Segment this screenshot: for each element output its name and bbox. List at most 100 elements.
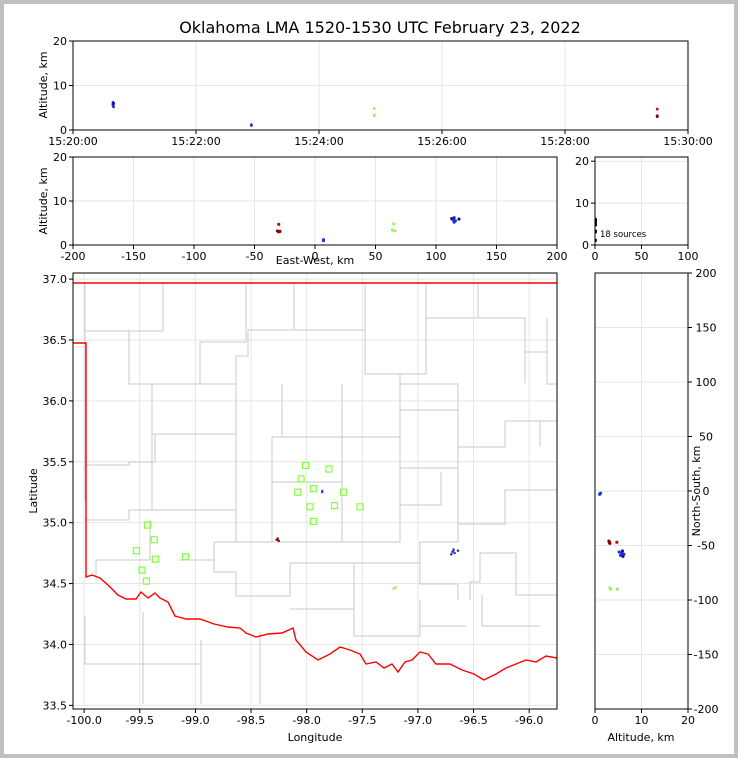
y-tick-label: 20 [53,151,67,164]
x-tick-label: -96.5 [459,714,487,727]
source-point [249,124,253,127]
station-marker [132,547,141,555]
source-point [456,549,460,552]
y-tick-label: 20 [575,155,589,168]
y-tick-label: 100 [696,376,717,389]
eastwest-altitude-ylabel: Altitude, km [37,167,50,234]
source-point [615,587,619,591]
county-boundary [399,283,526,410]
y-tick-label: -150 [694,649,719,662]
source-point [617,550,621,554]
x-tick-label: 0 [592,714,599,727]
x-tick-label: 15:26:00 [417,135,466,148]
map-panel: -100.0 -99.5 -99.0 -98.5 -98.0 -97.5 -97.0 -96.… [27,272,558,744]
altitude-northsouth-ylabel: North-South, km [690,446,703,537]
state-border [73,282,558,681]
source-point [393,229,397,233]
source-point [278,229,282,233]
county-boundary [214,472,442,543]
x-tick-label: 150 [486,250,507,263]
x-tick-label: -100.0 [66,714,101,727]
source-point [451,550,454,554]
station-marker [330,502,339,510]
y-tick-label: 35.5 [43,456,68,469]
altitude-northsouth-panel: 0 10 20-200 -150 -100 -50 0 50 100 150 200 North-S… [592,267,719,744]
y-tick-label: 50 [699,431,713,444]
source-point [394,586,397,589]
x-tick-label: -150 [121,250,146,263]
x-tick-label: -96.0 [515,714,543,727]
source-point [372,114,376,118]
county-boundary [353,595,540,637]
x-tick-label: 0 [592,250,599,263]
source-point [621,554,625,559]
x-tick-label: -200 [61,250,86,263]
source-point [277,539,281,543]
state-border-south [73,342,558,681]
y-tick-label: 150 [696,322,717,335]
y-tick-label: 37.0 [43,273,68,286]
time-altitude-panel: 15:20:00 15:22:00 15:24:00 15:26:00 15:28:00… [37,35,713,148]
x-tick-label: 10 [635,714,649,727]
y-tick-label: 36.0 [43,395,68,408]
county-boundary [151,434,343,511]
station-marker [294,488,302,496]
county-lines [84,283,557,704]
county-boundary [469,552,557,600]
source-point [598,492,602,496]
x-tick-label: 15:24:00 [294,135,343,148]
y-tick-label: 10 [53,195,67,208]
source-point [372,107,376,111]
source-point [390,228,395,232]
county-boundary [342,524,459,600]
y-tick-label: -50 [697,540,715,553]
x-tick-label: 200 [547,250,568,263]
x-tick-label: 20 [681,714,695,727]
y-tick-label: 36.5 [43,334,68,347]
figure-frame [4,4,734,754]
y-tick-label: 0 [60,239,67,252]
y-tick-label: 200 [696,267,717,280]
x-tick-label: -97.0 [404,714,432,727]
x-tick-label: -100 [182,250,207,263]
eastwest-altitude-xlabel: East-West, km [276,254,354,267]
y-tick-label: 0 [60,124,67,137]
station-marker [142,577,151,585]
x-tick-label: -98.5 [237,714,265,727]
source-point [321,239,326,243]
y-tick-label: 10 [53,80,67,93]
y-tick-label: 34.0 [43,638,68,651]
station-marker [356,503,364,511]
station-marker [339,488,347,496]
station-marker [297,475,305,483]
source-point [452,220,456,224]
x-tick-label: 50 [635,250,649,263]
station-marker [309,517,317,526]
county-boundary [85,434,156,521]
x-tick-label: 15:22:00 [171,135,220,148]
source-point [277,222,281,226]
county-boundary [399,447,557,542]
station-marker [325,465,333,473]
source-point [450,553,453,556]
time-altitude-ylabel: Altitude, km [37,51,50,118]
source-point [607,540,612,544]
y-tick-label: -200 [694,703,719,716]
source-point [452,548,455,551]
y-tick-label: 33.5 [43,699,68,712]
y-tick-label: 35.0 [43,517,68,530]
source-point [392,222,396,226]
y-tick-label: 20 [53,35,67,48]
station-marker [143,521,152,529]
eastwest-altitude-panel: -200 -150 -100 -50 0 50 100 150 200 0 10 20 Altitud… [37,151,568,267]
y-tick-label: -100 [694,594,719,607]
y-tick-label: 0 [703,485,710,498]
x-tick-label: 100 [678,250,699,263]
x-tick-label: -97.5 [348,714,376,727]
x-tick-label: -99.5 [126,714,154,727]
x-tick-label: -99.0 [181,714,209,727]
x-tick-label: -50 [246,250,264,263]
source-point [457,217,461,221]
x-tick-label: 15:20:00 [48,135,97,148]
